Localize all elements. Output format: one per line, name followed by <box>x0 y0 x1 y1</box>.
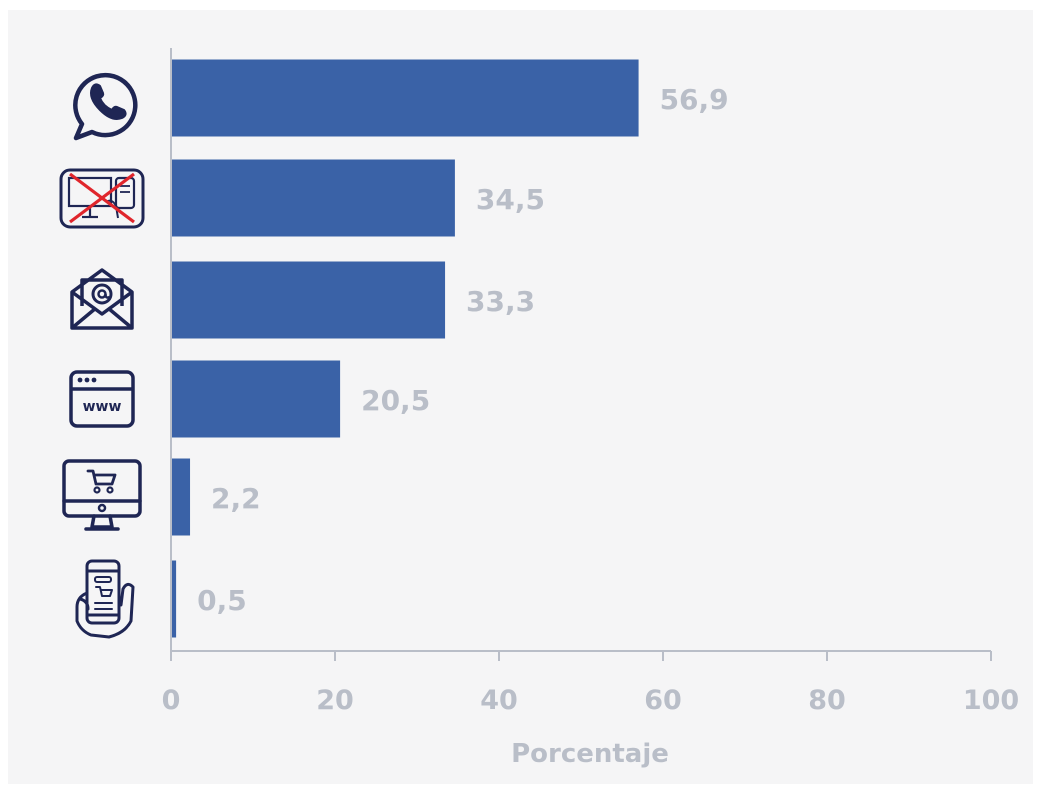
bar <box>172 560 177 638</box>
x-axis-title: Porcentaje <box>511 739 669 769</box>
website-icon: www <box>69 370 135 428</box>
svg-text:www: www <box>83 399 122 415</box>
chart-panel: www <box>8 10 1033 784</box>
x-tick-label: 80 <box>808 685 846 716</box>
x-tick-label: 0 <box>162 685 181 716</box>
bar-chart: www <box>59 48 1019 769</box>
mobile-shopping-icon <box>75 559 135 639</box>
bar <box>172 59 639 137</box>
bar <box>172 159 455 237</box>
x-tick-label: 40 <box>480 685 518 716</box>
bar <box>172 360 341 438</box>
x-tick-label: 60 <box>644 685 682 716</box>
bar-value-label: 56,9 <box>660 83 729 116</box>
email-icon <box>70 268 134 330</box>
bar-value-label: 34,5 <box>476 183 545 216</box>
category-icons: www <box>59 72 145 639</box>
bar-value-label: 2,2 <box>211 482 261 515</box>
bar <box>172 458 191 536</box>
bar-value-label: 0,5 <box>197 584 247 617</box>
x-tick-label: 20 <box>316 685 354 716</box>
x-tick-label: 100 <box>963 685 1019 716</box>
whatsapp-icon <box>73 72 138 141</box>
online-shop-icon <box>62 459 142 531</box>
bar <box>172 261 446 339</box>
bar-value-label: 20,5 <box>361 384 430 417</box>
plot-area: 0 20 40 60 80 100 56,9 34,5 33,3 20,5 2,2 0,5 <box>162 48 1019 716</box>
bar-value-label: 33,3 <box>466 285 535 318</box>
no-computer-icon <box>59 168 145 229</box>
